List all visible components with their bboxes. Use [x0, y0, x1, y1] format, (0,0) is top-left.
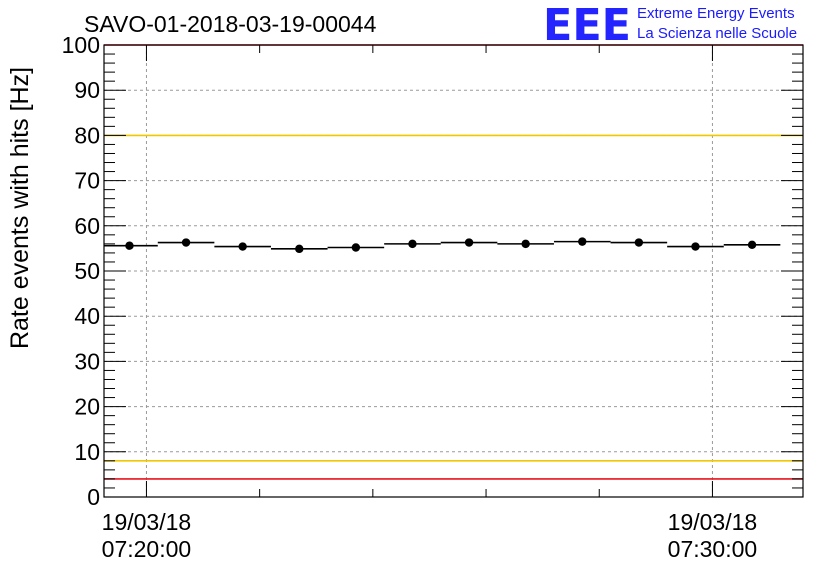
data-point: [747, 240, 757, 249]
x-tick-label-date: 19/03/18: [102, 509, 192, 535]
y-axis-title: Rate events with hits [Hz]: [6, 67, 34, 349]
y-tick-label: 40: [74, 303, 100, 329]
data-point: [295, 244, 304, 254]
y-tick-label: 80: [74, 122, 100, 148]
axis-ticks: [104, 44, 803, 498]
y-tick-label: 30: [74, 348, 100, 374]
y-tick-label: 100: [62, 32, 100, 58]
y-tick-labels: 0 10 20 30 40 50 60 70 80 90 100: [62, 32, 100, 510]
y-tick-label: 50: [74, 258, 100, 284]
data-point: [351, 243, 361, 252]
data-series: [104, 237, 781, 254]
y-tick-label: 60: [74, 213, 100, 239]
data-point: [408, 239, 417, 249]
data-point: [691, 242, 700, 251]
y-tick-label: 70: [74, 168, 100, 194]
data-point: [578, 237, 587, 246]
x-tick-label-date: 19/03/18: [668, 509, 758, 535]
data-point: [634, 238, 644, 247]
y-tick-label: 90: [74, 77, 100, 103]
x-tick-label-time: 07:20:00: [102, 536, 192, 562]
y-tick-label: 0: [87, 484, 100, 510]
x-tick-label-time: 07:30:00: [668, 536, 758, 562]
y-tick-label: 20: [74, 394, 100, 420]
logo-mark: EEE: [543, 0, 631, 51]
logo-line-1: Extreme Energy Events: [637, 5, 795, 22]
data-point: [125, 241, 134, 250]
data-point: [181, 238, 191, 247]
y-tick-label: 10: [74, 439, 100, 465]
grid: [104, 45, 803, 497]
reference-lines: [104, 44, 803, 480]
logo-line-2: La Scienza nelle Scuole: [637, 25, 797, 42]
data-point: [464, 238, 474, 247]
data-point: [521, 239, 530, 249]
data-point: [238, 242, 247, 251]
eee-logo: EEE Extreme Energy Events La Scienza nel…: [543, 0, 797, 51]
chart-title: SAVO-01-2018-03-19-00044: [84, 11, 377, 37]
